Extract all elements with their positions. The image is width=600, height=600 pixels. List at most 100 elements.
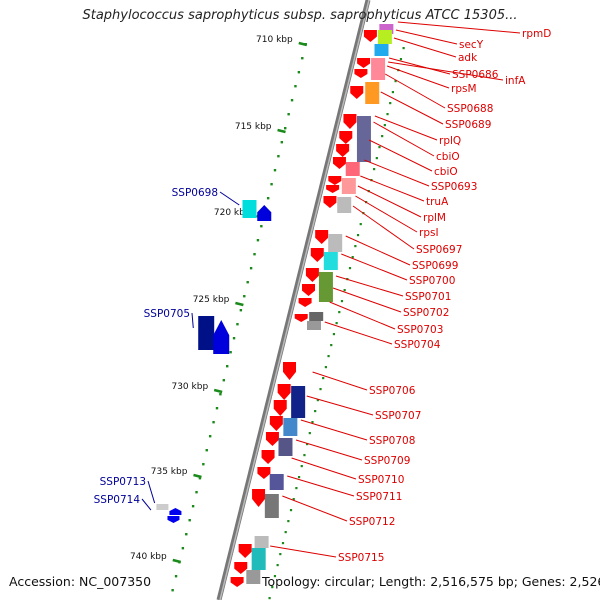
- gene-label[interactable]: SSP0705: [144, 308, 190, 320]
- gene-label[interactable]: cbiO: [434, 166, 458, 178]
- gene-label[interactable]: SSP0709: [364, 455, 410, 467]
- gene-block[interactable]: [283, 418, 298, 436]
- gene-forward[interactable]: [261, 450, 275, 464]
- gene-block[interactable]: [306, 321, 321, 330]
- gene-block[interactable]: [309, 312, 324, 321]
- gene-forward[interactable]: [323, 196, 337, 208]
- gene-forward[interactable]: [305, 268, 319, 282]
- gene-block[interactable]: [251, 548, 266, 570]
- gene-block[interactable]: [377, 30, 392, 44]
- gene-forward[interactable]: [336, 144, 350, 157]
- gene-label[interactable]: SSP0700: [409, 275, 455, 287]
- gene-label[interactable]: SSP0704: [394, 339, 441, 351]
- gene-label[interactable]: SSP0707: [375, 410, 421, 422]
- gene-label[interactable]: SSP0710: [358, 474, 404, 486]
- gene-forward[interactable]: [354, 69, 368, 78]
- gene-forward[interactable]: [357, 58, 371, 68]
- gene-forward[interactable]: [273, 400, 287, 416]
- gene-forward[interactable]: [298, 298, 312, 307]
- gene-block[interactable]: [323, 252, 338, 270]
- gene-label[interactable]: SSP0689: [445, 119, 491, 131]
- gene-block[interactable]: [328, 234, 343, 252]
- gene-block[interactable]: [379, 24, 394, 34]
- gene-label[interactable]: rpsI: [419, 227, 439, 239]
- gene-label[interactable]: SSP0697: [416, 244, 462, 256]
- gene-block[interactable]: [254, 536, 269, 548]
- gene-forward[interactable]: [282, 362, 296, 380]
- gene-ssp0705-block[interactable]: [198, 316, 215, 350]
- gene-forward[interactable]: [328, 176, 342, 185]
- kbp-ticks: 710 kbp 715 kbp 720 kbp 725 kbp 730 kbp 735 k…: [130, 35, 308, 564]
- gene-label[interactable]: rpmD: [522, 28, 551, 40]
- gene-label[interactable]: secY: [459, 39, 484, 51]
- gene-block[interactable]: [337, 197, 352, 213]
- gene-block[interactable]: [345, 162, 360, 176]
- gene-label[interactable]: rplQ: [439, 135, 461, 147]
- gene-block[interactable]: [341, 178, 356, 194]
- gene-forward[interactable]: [315, 230, 329, 244]
- gene-label[interactable]: SSP0693: [431, 181, 477, 193]
- track-dot: [378, 146, 381, 149]
- gene-block[interactable]: [356, 116, 371, 162]
- gene-forward[interactable]: [310, 248, 324, 262]
- gene-forward[interactable]: [332, 157, 346, 169]
- gene-block[interactable]: [246, 570, 261, 584]
- gene-label[interactable]: SSP0715: [338, 552, 384, 564]
- gene-forward[interactable]: [257, 467, 271, 479]
- gene-label[interactable]: SSP0698: [172, 187, 218, 199]
- gene-forward[interactable]: [363, 30, 377, 42]
- gene-ssp0698-arrow[interactable]: [257, 205, 272, 221]
- gene-forward[interactable]: [238, 544, 252, 558]
- gene-forward[interactable]: [230, 577, 244, 587]
- gene-forward[interactable]: [343, 114, 357, 129]
- gene-forward[interactable]: [294, 314, 308, 322]
- gene-label[interactable]: SSP0699: [412, 260, 458, 272]
- gene-forward[interactable]: [234, 562, 248, 574]
- gene-label[interactable]: SSP0714: [94, 494, 141, 506]
- gene-ssp0698-block[interactable]: [242, 200, 257, 218]
- gene-label[interactable]: SSP0712: [349, 516, 395, 528]
- gene-label[interactable]: SSP0688: [447, 103, 493, 115]
- gene-label[interactable]: adk: [458, 52, 478, 64]
- leader-line: [291, 457, 357, 480]
- ruler-dot: [277, 155, 280, 158]
- leader-line: [384, 73, 446, 109]
- gene-block[interactable]: [278, 438, 293, 456]
- gene-forward[interactable]: [302, 284, 316, 296]
- gene-label[interactable]: SSP0706: [369, 385, 416, 397]
- gene-block[interactable]: [318, 272, 333, 302]
- gene-label[interactable]: SSP0713: [100, 476, 146, 488]
- gene-block[interactable]: [371, 58, 386, 80]
- gene-forward[interactable]: [252, 489, 266, 507]
- gene-ssp0714-b[interactable]: [167, 516, 180, 523]
- gene-forward[interactable]: [339, 131, 353, 144]
- gene-label[interactable]: infA: [505, 75, 526, 87]
- gene-label[interactable]: SSP0708: [369, 435, 415, 447]
- gene-ssp0705-arrow[interactable]: [213, 320, 230, 354]
- gene-forward[interactable]: [265, 432, 279, 446]
- gene-block[interactable]: [291, 386, 306, 418]
- gene-forward[interactable]: [350, 86, 364, 99]
- gene-label[interactable]: cbiO: [436, 151, 460, 163]
- gene-label[interactable]: SSP0703: [397, 324, 443, 336]
- gene-block[interactable]: [365, 82, 380, 104]
- gene-label[interactable]: SSP0686: [452, 69, 499, 81]
- track-dot: [330, 344, 333, 347]
- gene-label[interactable]: SSP0702: [403, 307, 449, 319]
- gene-label[interactable]: rplM: [423, 212, 446, 224]
- gene-forward[interactable]: [277, 384, 291, 400]
- gene-block[interactable]: [269, 474, 284, 490]
- gene-ssp0713[interactable]: [156, 504, 169, 510]
- gene-label[interactable]: rpsM: [451, 83, 477, 95]
- ruler-dot: [301, 57, 304, 60]
- gene-label[interactable]: SSP0701: [405, 291, 451, 303]
- gene-forward[interactable]: [269, 416, 283, 431]
- gene-block[interactable]: [374, 44, 389, 56]
- gene-ssp0714-a[interactable]: [169, 508, 182, 515]
- gene-block[interactable]: [264, 494, 279, 518]
- gene-label[interactable]: SSP0711: [356, 491, 402, 503]
- gene-label[interactable]: truA: [426, 196, 449, 208]
- gene-forward[interactable]: [326, 185, 340, 193]
